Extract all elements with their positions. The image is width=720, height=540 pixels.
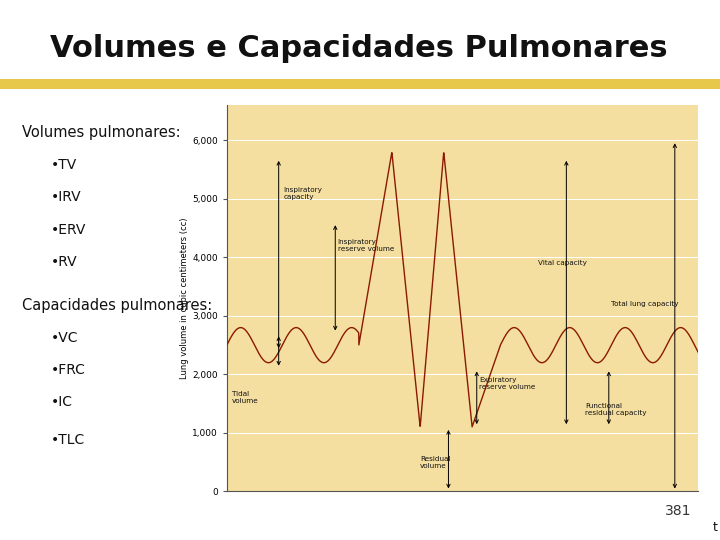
Text: Expiratory
reserve volume: Expiratory reserve volume [479,377,536,390]
Text: Volumes pulmonares:: Volumes pulmonares: [22,125,180,140]
Text: 381: 381 [665,504,691,518]
Text: Volumes e Capacidades Pulmonares: Volumes e Capacidades Pulmonares [50,34,668,63]
Text: Total lung capacity: Total lung capacity [611,301,679,307]
Bar [0,79,720,89]
Text: Functional
residual capacity: Functional residual capacity [585,403,647,416]
Text: •TV: •TV [50,158,76,172]
Text: •ERV: •ERV [50,222,86,237]
Text: Tidal
volume: Tidal volume [232,392,258,404]
Text: Inspiratory
reserve volume: Inspiratory reserve volume [338,239,394,252]
Text: •RV: •RV [50,255,77,269]
Text: •IRV: •IRV [50,190,81,204]
Text: Residual
volume: Residual volume [420,456,451,469]
Text: Inspiratory
capacity: Inspiratory capacity [284,186,323,200]
Text: •TLC: •TLC [50,433,85,447]
Text: Vital capacity: Vital capacity [538,260,587,266]
Text: t: t [713,521,717,534]
Text: •FRC: •FRC [50,363,85,377]
Y-axis label: Lung volume in cubic centimeters (cc): Lung volume in cubic centimeters (cc) [180,218,189,379]
Text: •IC: •IC [50,395,73,409]
Text: •VC: •VC [50,330,78,345]
Text: Capacidades pulmonares:: Capacidades pulmonares: [22,298,212,313]
